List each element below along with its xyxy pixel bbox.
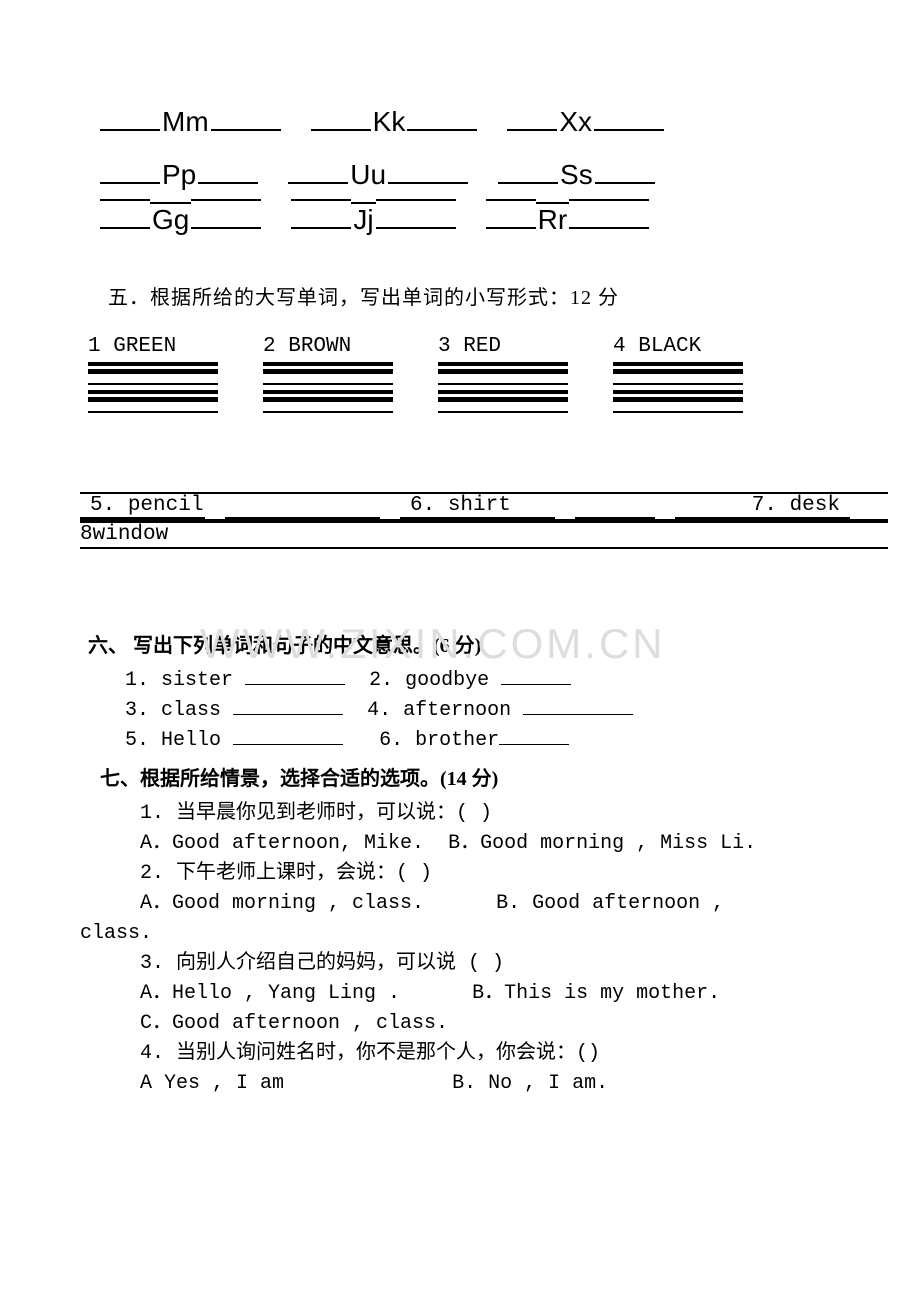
word-text: BROWN xyxy=(288,335,351,358)
letter-cell: Pp xyxy=(100,153,258,191)
ruled-blank xyxy=(575,494,655,519)
section7-title: 七、根据所给情景，选择合适的选项。(14 分) xyxy=(100,762,840,791)
ruled-item: 7. desk xyxy=(675,494,850,519)
q4-opts: A Yes , I am B. No , I am. xyxy=(140,1069,840,1099)
q3-opt-c: C．Good afternoon , class. xyxy=(140,1009,840,1039)
word-num: 1 xyxy=(88,335,101,358)
ruled-item: 8window xyxy=(80,523,210,547)
writing-line xyxy=(88,364,218,374)
watermark-text: WWW.ZIXIN.COM.CN xyxy=(200,620,666,668)
word-col: 1 GREEN xyxy=(88,335,218,402)
letter-cell: Kk xyxy=(311,100,478,138)
word-num: 4 xyxy=(613,335,626,358)
word-col: 2 BROWN xyxy=(263,335,393,402)
word-num: 2 xyxy=(263,335,276,358)
ruled-line-2: 8window xyxy=(80,521,888,549)
ruled-blank xyxy=(225,494,380,519)
q3-stem: 3. 向别人介绍自己的妈妈，可以说 ( ) xyxy=(140,949,840,979)
sec6-line-3: 5. Hello 6. brother xyxy=(125,726,840,756)
letter-row-3: Gg Jj Rr xyxy=(80,199,840,237)
q1-stem: 1. 当早晨你见到老师时，可以说：( ) xyxy=(140,799,840,829)
ruled-line-1: 5. pencil 6. shirt 7. desk xyxy=(80,492,888,521)
sec6-line-2: 3. class 4. afternoon xyxy=(125,696,840,726)
word-text: BLACK xyxy=(638,335,701,358)
letter-cell: Ss xyxy=(498,153,655,191)
q1-opts: A．Good afternoon, Mike. B．Good morning ,… xyxy=(140,829,840,859)
word-col: 4 BLACK xyxy=(613,335,743,402)
word-text: GREEN xyxy=(113,335,176,358)
writing-line xyxy=(438,392,568,402)
letter-text: Mm xyxy=(160,106,211,138)
writing-line xyxy=(263,392,393,402)
letter-text: Ss xyxy=(558,159,595,191)
sec6-line-1: 1. sister 2. goodbye xyxy=(125,666,840,696)
letter-text: Kk xyxy=(371,106,408,138)
section5-title: 五．根据所给的大写单词，写出单词的小写形式：12 分 xyxy=(108,281,840,310)
q3-opts-ab: A．Hello , Yang Ling . B．This is my mothe… xyxy=(140,979,840,1009)
letter-text: Pp xyxy=(160,159,198,191)
letter-row-1: Mm Kk Xx xyxy=(80,100,840,138)
ruled-item: 6. shirt xyxy=(400,494,555,519)
writing-line xyxy=(438,364,568,374)
letter-text: Jj xyxy=(351,202,375,236)
writing-line xyxy=(88,392,218,402)
q4-stem: 4. 当别人询问姓名时，你不是那个人，你会说：() xyxy=(140,1039,840,1069)
writing-line xyxy=(613,364,743,374)
letter-cell: Mm xyxy=(100,100,281,138)
words-row-1: 1 GREEN 2 BROWN 3 RED 4 BLACK xyxy=(80,335,840,402)
letter-text: Rr xyxy=(536,202,570,236)
letter-row-2: Pp Uu Ss xyxy=(80,153,840,191)
writing-line xyxy=(613,392,743,402)
word-num: 3 xyxy=(438,335,451,358)
letter-text: Xx xyxy=(557,106,594,138)
letter-text: Gg xyxy=(150,202,191,236)
writing-line xyxy=(263,364,393,374)
ruled-group: 5. pencil 6. shirt 7. desk 8window xyxy=(80,492,840,549)
q2-tail: class. xyxy=(80,919,840,949)
letter-cell: Jj xyxy=(291,199,455,237)
word-col: 3 RED xyxy=(438,335,568,402)
letter-cell: Rr xyxy=(486,199,650,237)
q2-opts: A．Good morning , class. B. Good afternoo… xyxy=(140,889,840,919)
letter-cell: Uu xyxy=(288,153,468,191)
ruled-blank xyxy=(210,523,888,547)
word-text: RED xyxy=(463,335,501,358)
letter-cell: Gg xyxy=(100,199,261,237)
letter-text: Uu xyxy=(348,159,388,191)
letter-cell: Xx xyxy=(507,100,664,138)
q2-stem: 2. 下午老师上课时，会说：( ) xyxy=(140,859,840,889)
ruled-item: 5. pencil xyxy=(80,494,205,519)
